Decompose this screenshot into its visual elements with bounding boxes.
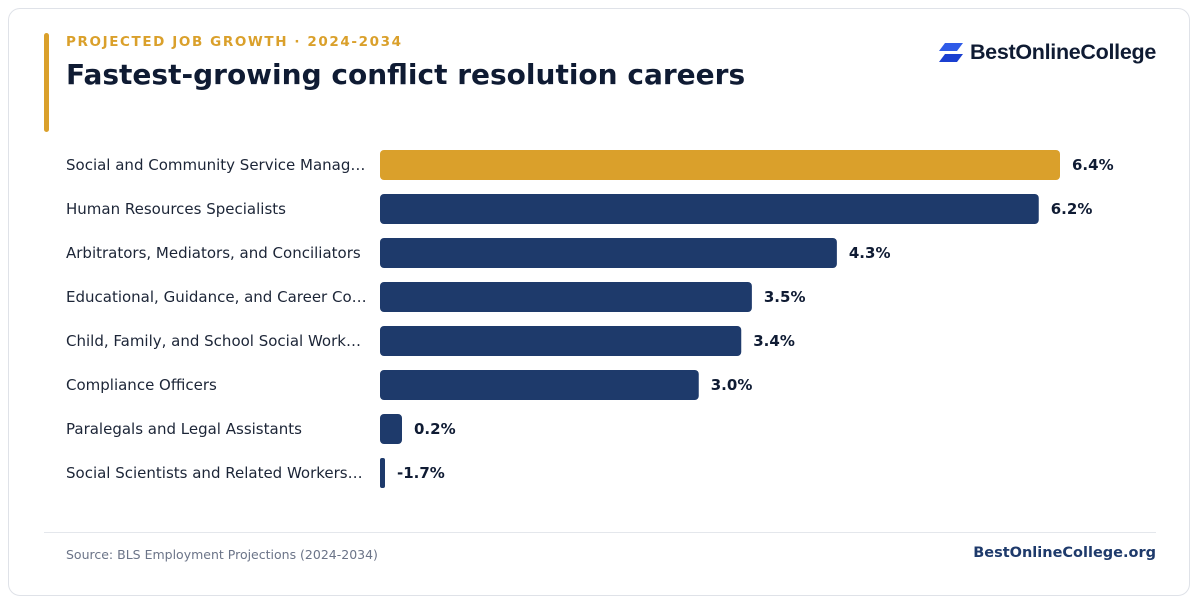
bar — [380, 458, 385, 488]
site-link[interactable]: BestOnlineCollege.org — [973, 545, 1156, 561]
category-label: Social and Community Service Manag… — [66, 156, 365, 174]
bar — [380, 238, 837, 268]
bar — [380, 194, 1039, 224]
footer-divider — [44, 532, 1156, 533]
brand-name: BestOnlineCollege — [969, 40, 1156, 64]
value-label: 0.2% — [414, 420, 456, 438]
value-label: 4.3% — [849, 244, 891, 262]
category-label: Human Resources Specialists — [66, 200, 286, 218]
brand-logo-icon — [938, 42, 963, 62]
bar — [380, 414, 402, 444]
source-note: Source: BLS Employment Projections (2024… — [66, 547, 378, 562]
value-label: -1.7% — [397, 464, 445, 482]
bar — [380, 282, 752, 312]
brand-logo[interactable]: BestOnlineCollege — [938, 40, 1156, 65]
value-label: 3.0% — [711, 376, 753, 394]
chart-eyebrow: PROJECTED JOB GROWTH · 2024-2034 — [66, 34, 403, 50]
value-label: 3.4% — [753, 332, 795, 350]
category-label: Compliance Officers — [66, 376, 217, 394]
chart-title: Fastest-growing conflict resolution care… — [66, 58, 746, 91]
category-label: Arbitrators, Mediators, and Conciliators — [66, 244, 361, 262]
title-accent-bar — [44, 33, 49, 132]
bar — [380, 326, 742, 356]
value-label: 6.2% — [1051, 200, 1093, 218]
bar — [380, 370, 699, 400]
category-label: Social Scientists and Related Workers… — [66, 464, 363, 482]
value-label: 3.5% — [764, 288, 806, 306]
bar — [380, 150, 1060, 180]
category-label: Child, Family, and School Social Work… — [66, 332, 361, 350]
category-label: Educational, Guidance, and Career Co… — [66, 288, 367, 306]
category-label: Paralegals and Legal Assistants — [66, 420, 302, 438]
value-label: 6.4% — [1072, 156, 1114, 174]
